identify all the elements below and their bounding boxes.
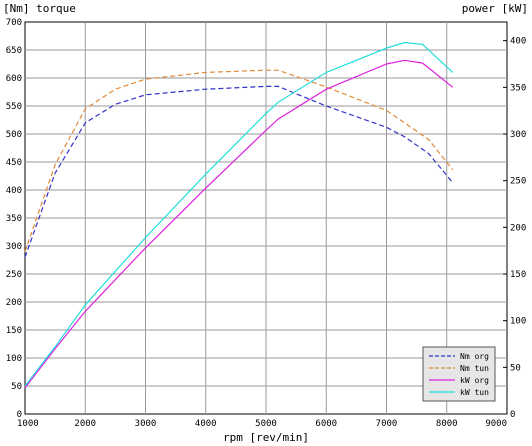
x-tick-label: 4000 [195,419,217,429]
x-tick-label: 1000 [17,419,39,429]
x-tick-label: 7000 [376,419,398,429]
y-left-tick-label: 100 [6,354,22,364]
series-line-kw-tun [24,41,454,387]
x-tick-label: 5000 [255,419,277,429]
y-left-tick-label: 50 [11,382,22,392]
y-left-tick-label: 600 [6,74,22,84]
y-left-tick-label: 550 [6,102,22,112]
series-line-kw-org [24,59,454,389]
series-line-nm-org [24,85,454,258]
y-left-tick-label: 650 [6,46,22,56]
legend-entry-label: kW tun [460,388,489,397]
y-left-tick-label: 250 [6,270,22,280]
x-tick-label: 3000 [135,419,157,429]
x-tick-label: 2000 [74,419,96,429]
y-right-tick-label: 150 [510,270,526,280]
y-left-tick-label: 0 [17,410,22,420]
legend-entry-label: Nm org [460,352,489,361]
y-left-tick-label: 500 [6,130,22,140]
y-right-tick-label: 50 [510,363,521,373]
y-right-tick-label: 0 [510,410,515,420]
series-line-nm-tun [24,69,454,252]
y-left-tick-label: 300 [6,242,22,252]
tick-labels: 1000 2000 3000 4000 5000 6000 7000 8000 90000501… [6,18,527,429]
y-right-tick-label: 300 [510,130,526,140]
left-axis-label: [Nm] torque [3,2,76,15]
y-left-tick-label: 400 [6,186,22,196]
x-tick-label: 8000 [436,419,458,429]
y-right-tick-label: 100 [510,317,526,327]
right-axis-label: power [kW] [462,2,528,15]
y-left-tick-label: 450 [6,158,22,168]
y-left-tick-label: 350 [6,214,22,224]
legend-entry-label: kW org [460,376,489,385]
x-tick-label: 6000 [315,419,337,429]
series-lines [24,41,454,389]
y-right-tick-label: 250 [510,177,526,187]
y-right-tick-label: 350 [510,83,526,93]
y-left-tick-label: 700 [6,18,22,28]
legend: Nm org Nm tun kW org kW tun [422,346,496,402]
y-left-tick-label: 200 [6,298,22,308]
x-tick-label: 9000 [485,419,507,429]
y-left-tick-label: 150 [6,326,22,336]
x-axis-label: rpm [rev/min] [223,431,309,444]
y-right-tick-label: 200 [510,223,526,233]
y-right-tick-label: 400 [510,37,526,47]
legend-entry-label: Nm tun [460,364,489,373]
